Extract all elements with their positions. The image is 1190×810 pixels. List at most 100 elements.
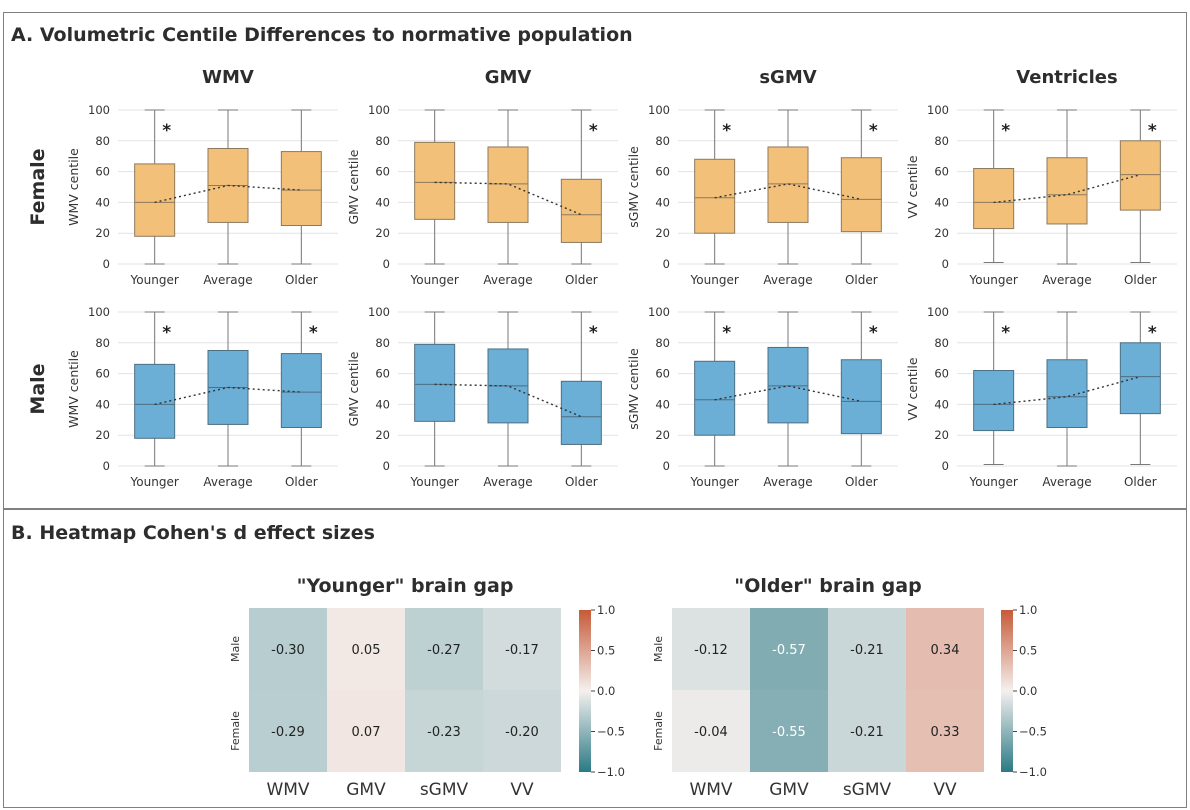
- y-tick-label: 40: [655, 195, 670, 209]
- y-tick-label: 100: [88, 305, 110, 319]
- boxplot-male-wmv: 0 20 40 60 80 100 Younger Average Older * * WMV cen…: [66, 305, 338, 489]
- heatmap-cell-value: -0.21: [850, 643, 884, 658]
- x-tick-label-older: Older: [1124, 273, 1157, 287]
- y-tick-label: 20: [375, 428, 390, 442]
- heatmap-row-label-male: Male: [652, 636, 665, 662]
- heatmap-cell: [672, 608, 750, 690]
- box-average: [767, 311, 809, 467]
- column-title-wmv: WMV: [202, 67, 254, 88]
- heatmap-cell-value: 0.33: [931, 725, 960, 740]
- x-tick-label-average: Average: [1042, 273, 1091, 287]
- y-tick-label: 60: [375, 165, 390, 179]
- boxplot-male-sgmv: 0 20 40 60 80 100 Younger Average Older * * sGMV ce…: [626, 305, 898, 489]
- box-iqr: [560, 178, 602, 243]
- y-tick-label: 100: [368, 305, 390, 319]
- x-tick-label-average: Average: [483, 273, 532, 287]
- colorbar: 1.0 0.5 0.0 −0.5 −1.0: [1001, 603, 1047, 779]
- y-tick-label: 40: [655, 397, 670, 411]
- column-title-ventricles: Ventricles: [1016, 67, 1117, 88]
- colorbar-tick-label: −1.0: [1019, 765, 1047, 779]
- heatmap-cell: [483, 608, 561, 690]
- panel-b-title: B. Heatmap Cohen's d effect sizes: [11, 522, 375, 544]
- y-tick-label: 100: [648, 103, 670, 117]
- box-iqr: [1119, 140, 1161, 211]
- colorbar-tick-label: −0.5: [1019, 725, 1047, 739]
- x-tick-label-average: Average: [203, 273, 252, 287]
- x-tick-label-older: Older: [565, 273, 598, 287]
- significance-star: *: [589, 121, 598, 141]
- heatmap-cell: [483, 690, 561, 772]
- box-younger: [973, 311, 1015, 465]
- heatmap-cell-value: -0.29: [271, 725, 305, 740]
- box-younger: [134, 109, 176, 265]
- row-label-female: Female: [27, 148, 49, 225]
- x-tick-label-older: Older: [285, 475, 318, 489]
- significance-star: *: [162, 121, 171, 141]
- heatmap-cell-value: -0.04: [694, 725, 728, 740]
- box-average: [767, 109, 809, 265]
- colorbar-tick-label: −0.5: [597, 725, 625, 739]
- panel-a-title: A. Volumetric Centile Differences to nor…: [11, 24, 633, 46]
- x-tick-label-older: Older: [845, 475, 878, 489]
- y-tick-label: 0: [103, 257, 110, 271]
- significance-star: *: [1001, 121, 1010, 141]
- box-younger: [134, 311, 176, 467]
- y-tick-label: 80: [95, 336, 110, 350]
- box-average: [487, 109, 529, 265]
- heatmap-row-label-female: Female: [229, 711, 242, 751]
- y-axis-label: sGMV centile: [626, 146, 641, 228]
- y-tick-label: 80: [655, 134, 670, 148]
- y-tick-label: 80: [934, 336, 949, 350]
- box-younger: [414, 109, 456, 265]
- y-tick-label: 60: [934, 367, 949, 381]
- median-trend-line: [434, 181, 582, 216]
- significance-star: *: [589, 323, 598, 343]
- x-tick-label-older: Older: [565, 475, 598, 489]
- box-younger: [973, 109, 1015, 263]
- y-tick-label: 40: [95, 195, 110, 209]
- box-older: [1119, 311, 1161, 465]
- heatmap-cell: [327, 608, 405, 690]
- box-iqr: [280, 151, 322, 226]
- y-tick-label: 80: [375, 134, 390, 148]
- x-tick-label-average: Average: [763, 273, 812, 287]
- box-iqr: [560, 380, 602, 445]
- significance-star: *: [1001, 323, 1010, 343]
- heatmap-cell: [405, 608, 483, 690]
- box-older: [840, 109, 882, 265]
- panel-a-frame: [3, 12, 1187, 509]
- colorbar-tick-label: 0.5: [597, 644, 615, 658]
- heatmap-cell-value: -0.55: [772, 725, 806, 740]
- y-tick-label: 60: [934, 165, 949, 179]
- y-tick-label: 40: [375, 195, 390, 209]
- box-older: [560, 311, 602, 467]
- heatmap-cell: [405, 690, 483, 772]
- x-tick-label-younger: Younger: [690, 273, 739, 287]
- heatmap-cell: [828, 690, 906, 772]
- heatmap-cell: [750, 608, 828, 690]
- y-tick-label: 100: [927, 305, 949, 319]
- x-tick-label-older: Older: [845, 273, 878, 287]
- colorbar-tick-label: 0.0: [597, 684, 615, 698]
- heatmap-title: "Younger" brain gap: [297, 575, 514, 597]
- heatmap-col-label-gmv: GMV: [346, 780, 386, 800]
- boxplot-female-wmv: 0 20 40 60 80 100 Younger Average Older * WMV cent…: [66, 103, 338, 287]
- x-tick-label-younger: Younger: [130, 273, 179, 287]
- column-title-sgmv: sGMV: [759, 67, 816, 88]
- heatmap-cell-value: -0.21: [850, 725, 884, 740]
- box-iqr: [973, 370, 1015, 432]
- y-axis-label: VV centile: [905, 357, 920, 420]
- significance-star: *: [722, 323, 731, 343]
- y-axis-label: VV centile: [905, 155, 920, 218]
- box-iqr: [840, 157, 882, 233]
- box-iqr: [767, 346, 809, 424]
- box-iqr: [280, 353, 322, 428]
- heatmap-cell-value: 0.05: [352, 643, 381, 658]
- y-tick-label: 0: [942, 257, 949, 271]
- y-tick-label: 60: [95, 367, 110, 381]
- box-older: [560, 109, 602, 265]
- heatmap-cell-value: -0.30: [271, 643, 305, 658]
- row-label-male: Male: [27, 363, 49, 414]
- significance-star: *: [309, 323, 318, 343]
- box-iqr: [840, 359, 882, 435]
